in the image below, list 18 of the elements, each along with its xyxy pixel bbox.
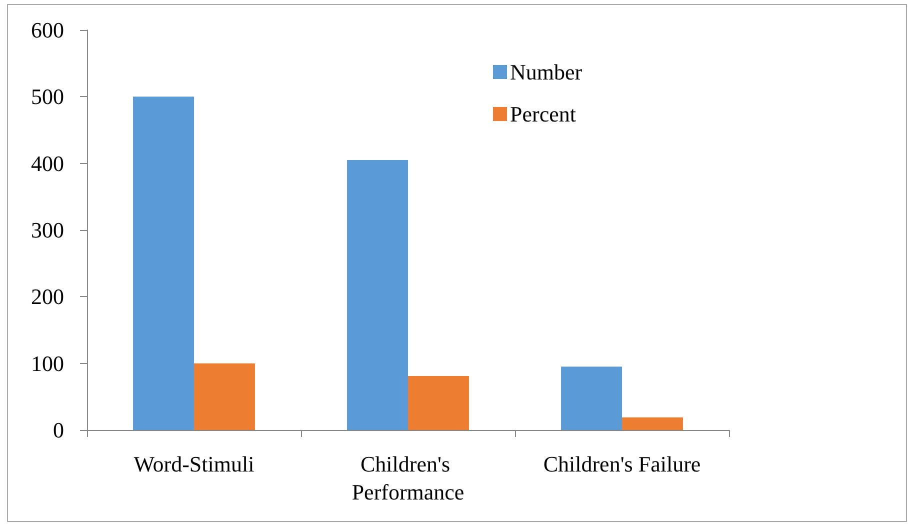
- bar: [133, 96, 194, 430]
- y-tick-label: 500: [31, 84, 64, 110]
- bar: [194, 363, 255, 430]
- bar: [622, 417, 683, 430]
- y-tick-label: 200: [31, 284, 64, 310]
- y-tick-label: 100: [31, 350, 64, 376]
- bar: [347, 160, 408, 430]
- y-tick-label: 400: [31, 150, 64, 176]
- x-tick-label: Children's Failure: [543, 452, 701, 476]
- x-tick-label: Children's Performance: [352, 452, 464, 504]
- bar: [561, 366, 622, 430]
- y-tick-label: 600: [31, 18, 64, 42]
- y-tick-label: 0: [53, 418, 64, 442]
- x-tick-label: Word-Stimuli: [134, 452, 254, 476]
- bar: [408, 376, 469, 430]
- legend-label: Number: [510, 60, 583, 84]
- y-tick-label: 300: [31, 218, 64, 242]
- legend-label: Percent: [510, 102, 576, 126]
